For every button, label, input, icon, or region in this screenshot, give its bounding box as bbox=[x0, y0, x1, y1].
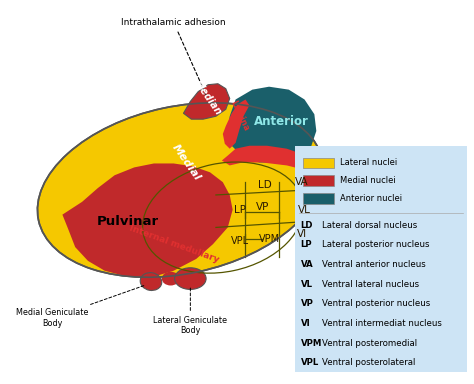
Text: LP: LP bbox=[234, 205, 246, 215]
FancyBboxPatch shape bbox=[295, 146, 467, 372]
Text: Pulvinar: Pulvinar bbox=[96, 215, 158, 228]
Text: Ventral intermediat nucleus: Ventral intermediat nucleus bbox=[322, 319, 442, 328]
Text: Anterior: Anterior bbox=[255, 115, 310, 127]
Text: VP: VP bbox=[301, 299, 313, 308]
Text: LP: LP bbox=[301, 240, 312, 249]
Polygon shape bbox=[183, 84, 230, 119]
Text: VPM: VPM bbox=[258, 234, 280, 244]
Text: Lamina: Lamina bbox=[252, 151, 286, 166]
Text: VPL: VPL bbox=[301, 358, 319, 367]
Text: VPM: VPM bbox=[301, 339, 322, 348]
Ellipse shape bbox=[162, 272, 180, 285]
Text: Median: Median bbox=[192, 78, 224, 117]
Text: Lateral nuclei: Lateral nuclei bbox=[340, 159, 397, 167]
Text: Internal medullary: Internal medullary bbox=[128, 224, 220, 265]
Ellipse shape bbox=[37, 103, 324, 277]
Text: Lateral dorsal nucleus: Lateral dorsal nucleus bbox=[322, 220, 418, 230]
Text: LD: LD bbox=[301, 220, 313, 230]
Text: VA: VA bbox=[301, 260, 313, 269]
Text: VI: VI bbox=[297, 229, 307, 239]
Polygon shape bbox=[228, 87, 316, 162]
Polygon shape bbox=[63, 164, 233, 276]
Text: LD: LD bbox=[258, 180, 272, 190]
Text: VI: VI bbox=[301, 319, 310, 328]
FancyBboxPatch shape bbox=[302, 175, 334, 186]
Text: VL: VL bbox=[301, 280, 312, 289]
Text: VP: VP bbox=[255, 202, 269, 212]
FancyBboxPatch shape bbox=[302, 157, 334, 168]
Polygon shape bbox=[222, 146, 314, 170]
Text: Medial Geniculate
Body: Medial Geniculate Body bbox=[17, 285, 145, 328]
Text: Lateral Geniculate
Body: Lateral Geniculate Body bbox=[154, 286, 228, 335]
Text: Ventral posteromedial: Ventral posteromedial bbox=[322, 339, 417, 348]
Text: VPL: VPL bbox=[230, 236, 249, 246]
Text: Intrathalamic adhesion: Intrathalamic adhesion bbox=[121, 18, 226, 97]
Text: Ventral posterolateral: Ventral posterolateral bbox=[322, 358, 416, 367]
Ellipse shape bbox=[140, 273, 162, 290]
Text: Ventral posterior nucleus: Ventral posterior nucleus bbox=[322, 299, 430, 308]
FancyBboxPatch shape bbox=[302, 193, 334, 204]
Text: Lateral posterior nucleus: Lateral posterior nucleus bbox=[322, 240, 430, 249]
Text: Ventral anterior nucleus: Ventral anterior nucleus bbox=[322, 260, 426, 269]
Text: Ventral lateral nucleus: Ventral lateral nucleus bbox=[322, 280, 419, 289]
Text: VA: VA bbox=[295, 177, 309, 187]
Text: Medial: Medial bbox=[170, 142, 202, 182]
Polygon shape bbox=[223, 99, 249, 149]
Ellipse shape bbox=[174, 268, 206, 290]
Text: Medial nuclei: Medial nuclei bbox=[340, 176, 396, 185]
Text: Lamina: Lamina bbox=[228, 99, 251, 133]
Text: VL: VL bbox=[298, 205, 311, 215]
Text: Anterior nuclei: Anterior nuclei bbox=[340, 194, 402, 203]
